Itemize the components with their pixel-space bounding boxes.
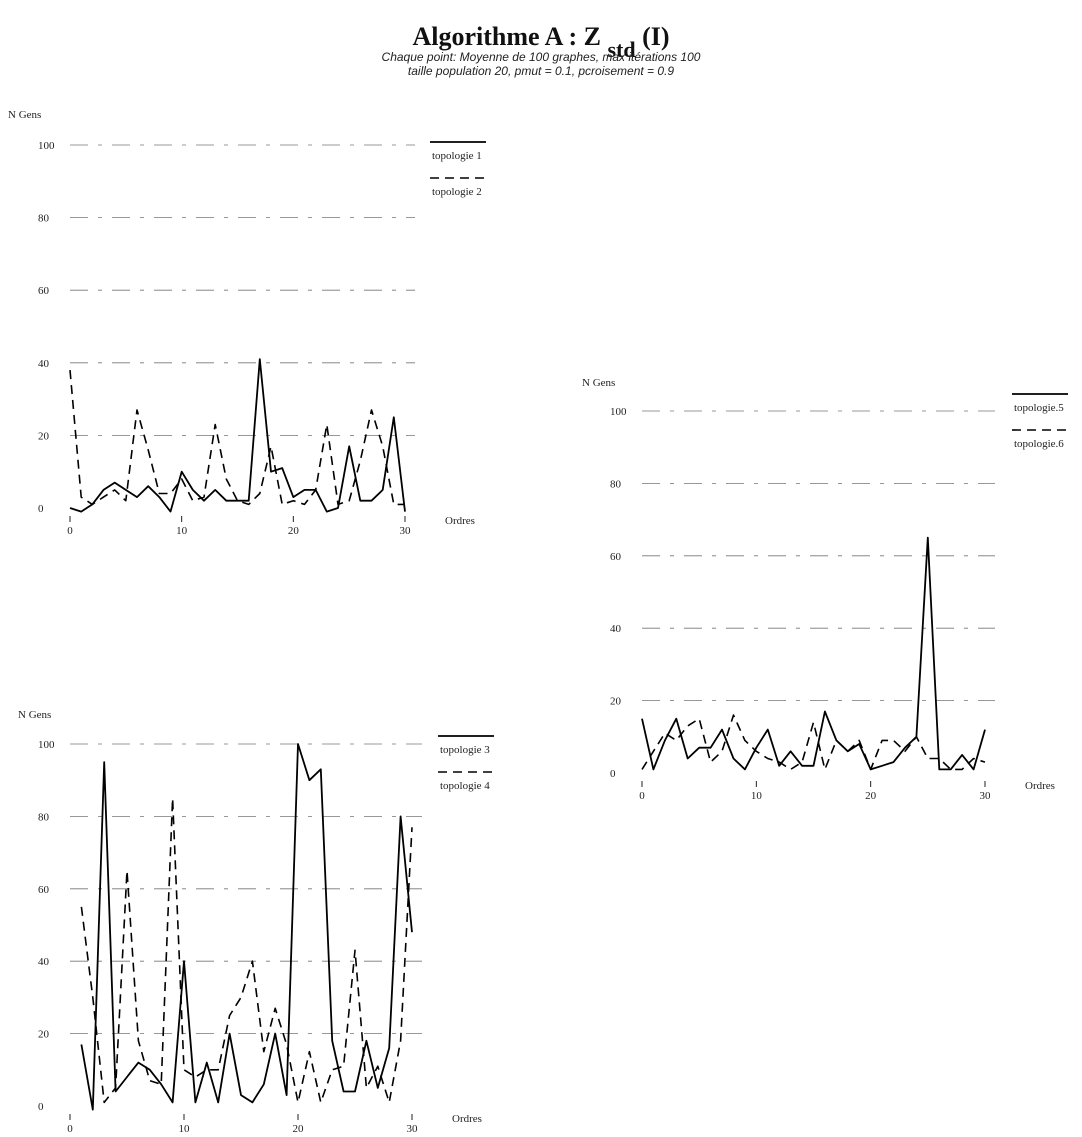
series-line-topologie-1 <box>69 358 406 513</box>
y-tick-label: 40 <box>610 623 622 635</box>
chart-1: 0 20 40 60 80 100 0 10 20 30 N Gens Ordres topologie… <box>8 109 486 537</box>
y-tick-label: 0 <box>610 768 616 780</box>
x-tick-label: 10 <box>176 525 188 537</box>
x-tick-label: 0 <box>67 1123 73 1135</box>
y-tick-label: 20 <box>38 1029 50 1041</box>
y-axis-title: N Gens <box>8 109 41 121</box>
title-subscript: std <box>607 37 636 62</box>
series-line-topologie-6 <box>641 714 986 771</box>
y-tick-label: 100 <box>610 406 627 418</box>
legend-label: topologie 2 <box>432 186 482 198</box>
x-tick-label: 20 <box>865 790 877 802</box>
series-line-topologie-3 <box>80 743 413 1111</box>
x-tick-label: 10 <box>751 790 763 802</box>
y-tick-label: 0 <box>38 503 44 515</box>
legend-label: topologie 3 <box>440 744 490 756</box>
y-tick-label: 60 <box>38 285 50 297</box>
y-tick-label: 0 <box>38 1101 44 1113</box>
legend-label: topologie 4 <box>440 780 490 792</box>
series-line-topologie-2 <box>69 370 405 506</box>
subtitle-line-1: Chaque point: Moyenne de 100 graphes, ma… <box>381 50 701 64</box>
subtitle-line-2: taille population 20, pmut = 0.1, pcrois… <box>407 64 675 78</box>
x-tick-label: 0 <box>639 790 645 802</box>
y-tick-label: 100 <box>38 739 55 751</box>
x-axis-title: Ordres <box>1025 780 1055 792</box>
y-axis-title: N Gens <box>582 377 615 389</box>
legend-label: topologie.6 <box>1014 438 1064 450</box>
y-tick-label: 80 <box>38 213 50 225</box>
y-tick-label: 20 <box>610 696 622 708</box>
y-tick-label: 60 <box>38 884 50 896</box>
x-tick-label: 30 <box>407 1123 419 1135</box>
title-suffix: (I) <box>642 22 670 51</box>
y-tick-label: 40 <box>38 956 50 968</box>
x-axis-title: Ordres <box>452 1113 482 1125</box>
legend-label: topologie.5 <box>1014 402 1064 414</box>
x-axis-title: Ordres <box>445 515 475 527</box>
series-line-topologie-5 <box>641 536 986 771</box>
x-tick-label: 20 <box>288 525 300 537</box>
chart-title: Algorithme A : Z std (I) <box>0 22 1082 62</box>
x-tick-label: 20 <box>293 1123 305 1135</box>
chart-2: 0 20 40 60 80 100 0 10 20 30 N Gens Ordres topologie… <box>18 709 494 1135</box>
series-line-topologie-4 <box>80 797 413 1104</box>
x-tick-label: 10 <box>179 1123 191 1135</box>
x-tick-label: 30 <box>400 525 412 537</box>
legend-label: topologie 1 <box>432 150 482 162</box>
y-tick-label: 20 <box>38 430 50 442</box>
y-axis-title: N Gens <box>18 709 51 721</box>
chart-3: 0 20 40 60 80 100 0 10 20 30 N Gens Ordres topologie… <box>582 377 1068 802</box>
y-tick-label: 80 <box>610 478 622 490</box>
y-tick-label: 80 <box>38 811 50 823</box>
title-main: Algorithme A : Z <box>412 22 601 51</box>
y-tick-label: 40 <box>38 358 50 370</box>
y-tick-label: 100 <box>38 140 55 152</box>
x-tick-label: 0 <box>67 525 73 537</box>
x-tick-label: 30 <box>980 790 992 802</box>
y-tick-label: 60 <box>610 551 622 563</box>
